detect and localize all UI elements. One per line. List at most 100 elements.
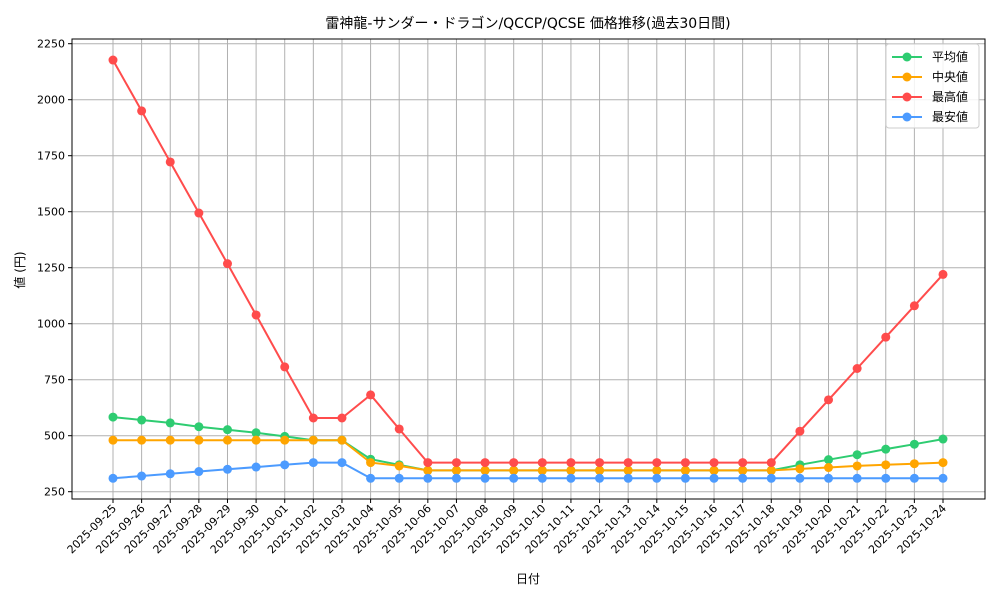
data-point-marker bbox=[652, 465, 662, 475]
data-point-marker bbox=[165, 418, 175, 428]
data-point-marker bbox=[595, 458, 605, 468]
legend-marker-icon bbox=[902, 112, 912, 122]
data-point-marker bbox=[337, 458, 347, 468]
data-point-marker bbox=[938, 473, 948, 483]
data-point-marker bbox=[738, 473, 748, 483]
series-polyline bbox=[113, 439, 944, 472]
chart-title: 雷神龍-サンダー・ドラゴン/QCCP/QCSE 価格推移(過去30日間) bbox=[325, 15, 730, 32]
data-point-marker bbox=[566, 473, 576, 483]
data-point-marker bbox=[165, 157, 175, 167]
data-point-marker bbox=[852, 364, 862, 373]
series-polyline bbox=[112, 59, 944, 464]
y-tick-label: 2250 bbox=[37, 38, 65, 51]
data-point-marker bbox=[566, 458, 576, 468]
data-point-marker bbox=[108, 55, 118, 65]
data-point-marker bbox=[852, 450, 862, 460]
data-point-marker bbox=[652, 473, 662, 483]
data-point-marker bbox=[366, 458, 376, 468]
data-point-marker bbox=[537, 458, 547, 468]
y-tick-label: 1500 bbox=[37, 206, 65, 219]
data-point-marker bbox=[566, 465, 576, 475]
data-point-marker bbox=[795, 473, 805, 483]
series-line bbox=[108, 412, 948, 475]
data-point-marker bbox=[337, 413, 347, 423]
y-tick-label: 1250 bbox=[37, 262, 65, 275]
data-point-marker bbox=[537, 465, 547, 475]
data-point-marker bbox=[824, 463, 834, 473]
y-tick-label: 1750 bbox=[37, 150, 65, 163]
data-point-marker bbox=[194, 208, 204, 218]
data-point-marker bbox=[766, 473, 776, 483]
data-point-marker bbox=[938, 458, 948, 468]
data-point-marker bbox=[194, 467, 204, 477]
data-point-marker bbox=[394, 473, 404, 483]
data-point-marker bbox=[509, 465, 519, 475]
data-point-marker bbox=[451, 465, 461, 475]
data-point-marker bbox=[394, 461, 404, 471]
data-point-marker bbox=[909, 459, 919, 469]
y-tick-label: 250 bbox=[44, 486, 65, 499]
data-point-marker bbox=[108, 473, 118, 483]
data-point-marker bbox=[766, 465, 776, 475]
data-point-marker bbox=[652, 458, 662, 468]
series-polyline bbox=[112, 461, 943, 480]
data-series bbox=[108, 55, 948, 483]
y-axis-label: 値 (円) bbox=[12, 251, 27, 288]
data-point-marker bbox=[137, 106, 147, 116]
data-point-marker bbox=[308, 458, 318, 468]
data-point-marker bbox=[394, 424, 404, 434]
data-point-marker bbox=[852, 473, 862, 483]
data-point-marker bbox=[595, 465, 605, 475]
data-point-marker bbox=[680, 465, 690, 475]
data-point-marker bbox=[366, 473, 376, 483]
legend-label: 最安値 bbox=[932, 109, 968, 124]
y-tick-label: 2000 bbox=[37, 94, 65, 107]
data-point-marker bbox=[423, 473, 433, 483]
data-point-marker bbox=[423, 465, 433, 475]
data-point-marker bbox=[337, 435, 347, 445]
data-point-marker bbox=[537, 473, 547, 483]
data-point-marker bbox=[423, 458, 433, 468]
data-point-marker bbox=[680, 473, 690, 483]
data-point-marker bbox=[251, 435, 261, 445]
data-point-marker bbox=[280, 460, 290, 470]
data-point-marker bbox=[165, 469, 175, 479]
data-point-marker bbox=[824, 455, 834, 465]
data-point-marker bbox=[308, 435, 318, 445]
series-line bbox=[108, 55, 948, 468]
y-tick-label: 500 bbox=[44, 430, 65, 443]
data-point-marker bbox=[738, 458, 748, 468]
data-point-marker bbox=[451, 473, 461, 483]
data-point-marker bbox=[623, 458, 633, 468]
legend-label: 中央値 bbox=[932, 69, 968, 84]
legend-label: 平均値 bbox=[932, 49, 968, 64]
series-line bbox=[108, 458, 948, 483]
data-point-marker bbox=[709, 458, 719, 468]
data-point-marker bbox=[251, 310, 261, 320]
data-point-marker bbox=[165, 435, 175, 445]
series-line bbox=[108, 435, 948, 475]
data-point-marker bbox=[852, 461, 862, 471]
data-point-marker bbox=[137, 435, 147, 445]
data-point-marker bbox=[909, 439, 919, 449]
data-point-marker bbox=[909, 473, 919, 483]
data-point-marker bbox=[595, 473, 605, 483]
data-point-marker bbox=[709, 465, 719, 475]
data-point-marker bbox=[881, 473, 891, 483]
data-point-marker bbox=[795, 426, 805, 436]
grid-lines bbox=[72, 39, 985, 499]
y-tick-label: 1000 bbox=[37, 318, 65, 331]
data-point-marker bbox=[938, 269, 948, 279]
legend-marker-icon bbox=[902, 52, 912, 62]
data-point-marker bbox=[509, 473, 519, 483]
data-point-marker bbox=[108, 412, 118, 422]
y-tick-label: 750 bbox=[44, 374, 65, 387]
plot-area-frame bbox=[71, 38, 986, 500]
y-axis-ticks: 250 500 750 1000 1250 1500 1750 2000 2250 bbox=[37, 38, 72, 499]
data-point-marker bbox=[938, 434, 948, 444]
data-point-marker bbox=[280, 362, 290, 372]
legend-box bbox=[885, 43, 980, 129]
data-point-marker bbox=[194, 435, 204, 445]
